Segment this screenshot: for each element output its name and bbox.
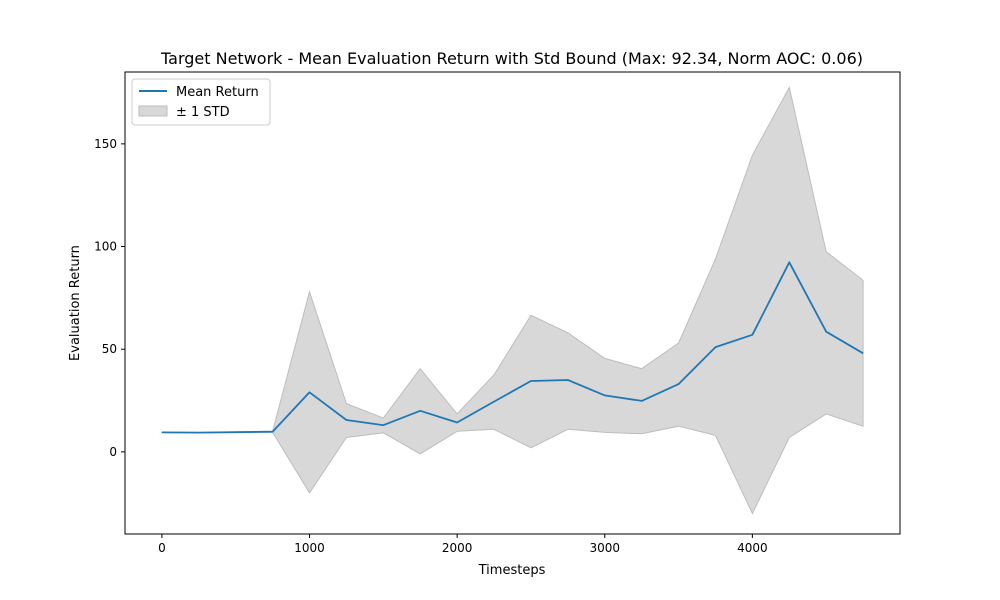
x-axis-ticks: 0 1000 2000 3000 4000 (158, 534, 768, 555)
legend-band-swatch (138, 105, 168, 117)
plot-area (124, 71, 901, 535)
x-axis-label: Timesteps (478, 563, 546, 578)
x-tick-label: 0 (158, 541, 166, 555)
y-tick-label: 150 (94, 137, 117, 151)
legend: Mean Return ± 1 STD (131, 78, 271, 126)
y-axis-label: Evaluation Return (68, 245, 83, 361)
x-tick-label: 3000 (589, 541, 620, 555)
y-axis-ticks: 0 50 100 150 (94, 137, 125, 459)
legend-label-mean-return: Mean Return (176, 85, 259, 100)
axes-frame (124, 71, 901, 535)
y-tick-label: 100 (94, 240, 117, 254)
x-tick-label: 2000 (442, 541, 473, 555)
legend-label-std: ± 1 STD (176, 105, 230, 120)
y-tick-label: 50 (102, 342, 117, 356)
x-tick-label: 4000 (737, 541, 768, 555)
chart-title: Target Network - Mean Evaluation Return … (160, 49, 863, 68)
mean-return-line (161, 261, 864, 434)
y-tick-label: 0 (109, 445, 117, 459)
x-tick-label: 1000 (294, 541, 325, 555)
std-band (161, 85, 864, 515)
